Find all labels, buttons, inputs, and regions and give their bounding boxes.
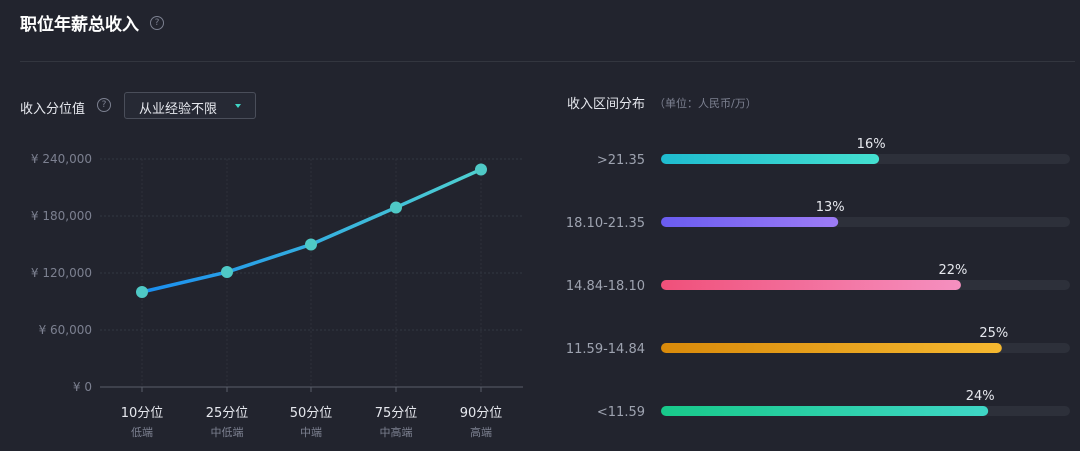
bar bbox=[661, 280, 961, 290]
distribution-title: 收入区间分布 bbox=[567, 97, 646, 112]
bar-value-label: 24% bbox=[966, 389, 995, 404]
y-tick-label: ¥ 180,000 bbox=[31, 209, 92, 223]
data-point bbox=[136, 286, 148, 298]
chevron-down-icon bbox=[235, 104, 241, 108]
x-sub-label: 中高端 bbox=[380, 425, 413, 439]
bar-category-label: 14.84-18.10 bbox=[566, 279, 645, 294]
percentile-section-label: 收入分位值 bbox=[20, 102, 86, 117]
percentile-line-chart: ¥ 0 ¥ 60,000 ¥ 120,000 ¥ 180,000 ¥ 240,000 10… bbox=[31, 152, 523, 439]
percentile-help-icon[interactable]: ? bbox=[97, 98, 111, 112]
bar-category-label: >21.35 bbox=[597, 153, 645, 168]
bar-value-label: 13% bbox=[816, 200, 845, 215]
page-title: 职位年薪总收入 bbox=[20, 15, 139, 35]
x-sub-label: 高端 bbox=[470, 425, 492, 439]
data-point bbox=[305, 238, 317, 251]
bar-category-label: 18.10-21.35 bbox=[566, 216, 645, 231]
bar bbox=[661, 217, 839, 227]
bar-value-label: 25% bbox=[979, 326, 1008, 341]
x-tick-label: 90分位 bbox=[460, 406, 503, 421]
data-point bbox=[221, 266, 233, 279]
x-tick-label: 10分位 bbox=[121, 406, 164, 421]
y-tick-label: ¥ 120,000 bbox=[31, 266, 92, 280]
bar bbox=[661, 343, 1002, 353]
x-sub-label: 中端 bbox=[300, 426, 322, 439]
x-tick-label: 50分位 bbox=[290, 406, 333, 421]
bar bbox=[661, 154, 880, 164]
income-distribution-chart: >21.35 16% 18.10-21.35 13% 14.84-18.10 22% 11.… bbox=[566, 137, 1070, 420]
data-point bbox=[390, 201, 402, 214]
data-point bbox=[475, 163, 487, 176]
x-tick-label: 25分位 bbox=[206, 406, 249, 421]
help-icon[interactable]: ? bbox=[150, 16, 164, 30]
y-tick-label: ¥ 0 bbox=[73, 380, 92, 394]
divider bbox=[20, 61, 1075, 62]
x-sub-label: 低端 bbox=[131, 426, 153, 439]
bar-category-label: <11.59 bbox=[597, 405, 645, 420]
experience-dropdown[interactable]: 从业经验不限 bbox=[124, 92, 256, 119]
bar-value-label: 16% bbox=[857, 137, 886, 152]
bar-value-label: 22% bbox=[938, 263, 967, 278]
x-sub-label: 中低端 bbox=[211, 426, 244, 439]
x-tick-label: 75分位 bbox=[375, 406, 418, 421]
y-tick-label: ¥ 60,000 bbox=[39, 323, 92, 337]
distribution-unit: （单位：人民币/万） bbox=[654, 97, 757, 110]
experience-dropdown-label: 从业经验不限 bbox=[139, 102, 218, 117]
bar bbox=[661, 406, 989, 416]
bar-category-label: 11.59-14.84 bbox=[566, 342, 645, 357]
y-tick-label: ¥ 240,000 bbox=[31, 152, 92, 166]
